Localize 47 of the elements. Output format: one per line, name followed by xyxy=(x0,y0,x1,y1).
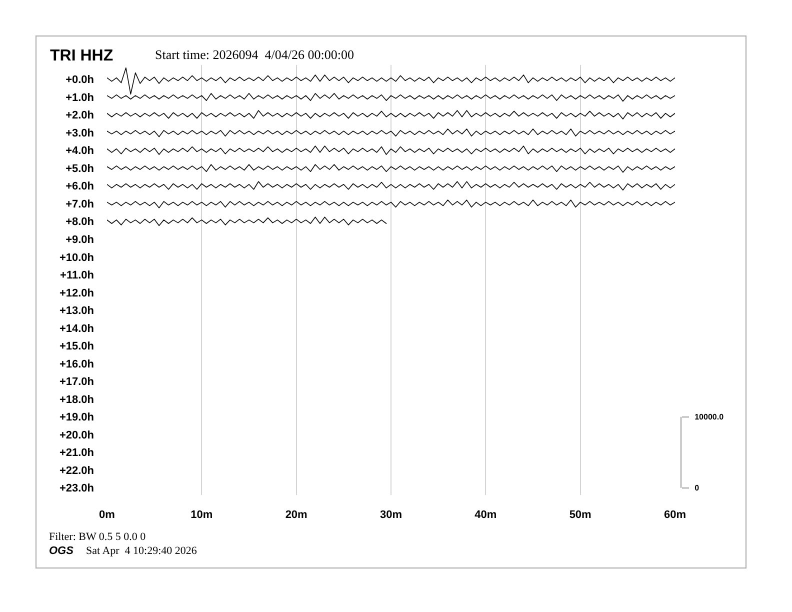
x-tick-label: 20m xyxy=(285,509,308,521)
y-tick-label: +22.0h xyxy=(59,464,94,477)
line-series xyxy=(107,110,675,120)
y-tick-label: +17.0h xyxy=(59,376,94,388)
line-series xyxy=(107,164,675,173)
y-tick-label: +21.0h xyxy=(59,447,94,460)
y-tick-label: +16.0h xyxy=(59,358,94,370)
y-tick-label: +19.0h xyxy=(59,412,94,424)
text: Filter: BW 0.5 5 0.0 0 xyxy=(49,531,146,543)
text: OGS xyxy=(49,545,74,557)
y-tick-label: +3.0h xyxy=(66,127,94,140)
x-tick-label: 60m xyxy=(664,509,686,521)
y-tick-label: +9.0h xyxy=(66,234,94,246)
x-tick-label: 10m xyxy=(190,509,213,521)
x-tick-label: 30m xyxy=(380,509,402,521)
x-tick-label: 50m xyxy=(569,509,592,521)
line-series xyxy=(107,181,675,190)
line-series xyxy=(107,200,675,208)
chart-subtitle: Start time: 2026094 4/04/26 00:00:00 xyxy=(155,47,354,62)
y2-tick-label: 0 xyxy=(694,484,700,493)
y-tick-label: +23.0h xyxy=(59,482,94,495)
line-series xyxy=(107,67,675,95)
y-tick-label: +13.0h xyxy=(59,305,94,318)
y-tick-label: +4.0h xyxy=(66,145,94,158)
y-tick-label: +14.0h xyxy=(59,322,94,335)
y-tick-label: +7.0h xyxy=(66,198,94,210)
x-tick-label: 0m xyxy=(99,509,116,521)
text: Sat Apr 4 10:29:40 2026 xyxy=(86,545,198,557)
y-tick-label: +11.0h xyxy=(60,270,94,282)
line-series xyxy=(107,216,387,226)
line-series xyxy=(107,146,675,155)
line-series xyxy=(107,128,675,138)
y-tick-label: +2.0h xyxy=(66,110,94,122)
y-tick-label: +8.0h xyxy=(66,216,94,228)
y-tick-label: +15.0h xyxy=(59,340,94,353)
y-tick-label: +12.0h xyxy=(59,287,94,300)
y-tick-label: +5.0h xyxy=(66,162,94,175)
x-tick-label: 40m xyxy=(474,509,497,521)
y2-tick-label: 10000.0 xyxy=(694,412,724,422)
y-tick-label: +10.0h xyxy=(59,252,94,264)
chart-title: TRI HHZ xyxy=(50,48,114,65)
y-tick-label: +18.0h xyxy=(59,394,94,406)
y-tick-label: +0.0h xyxy=(66,74,94,86)
y-tick-label: +6.0h xyxy=(66,180,94,193)
line-series xyxy=(107,93,675,102)
y-tick-label: +1.0h xyxy=(66,92,94,104)
y-tick-label: +20.0h xyxy=(59,429,94,442)
